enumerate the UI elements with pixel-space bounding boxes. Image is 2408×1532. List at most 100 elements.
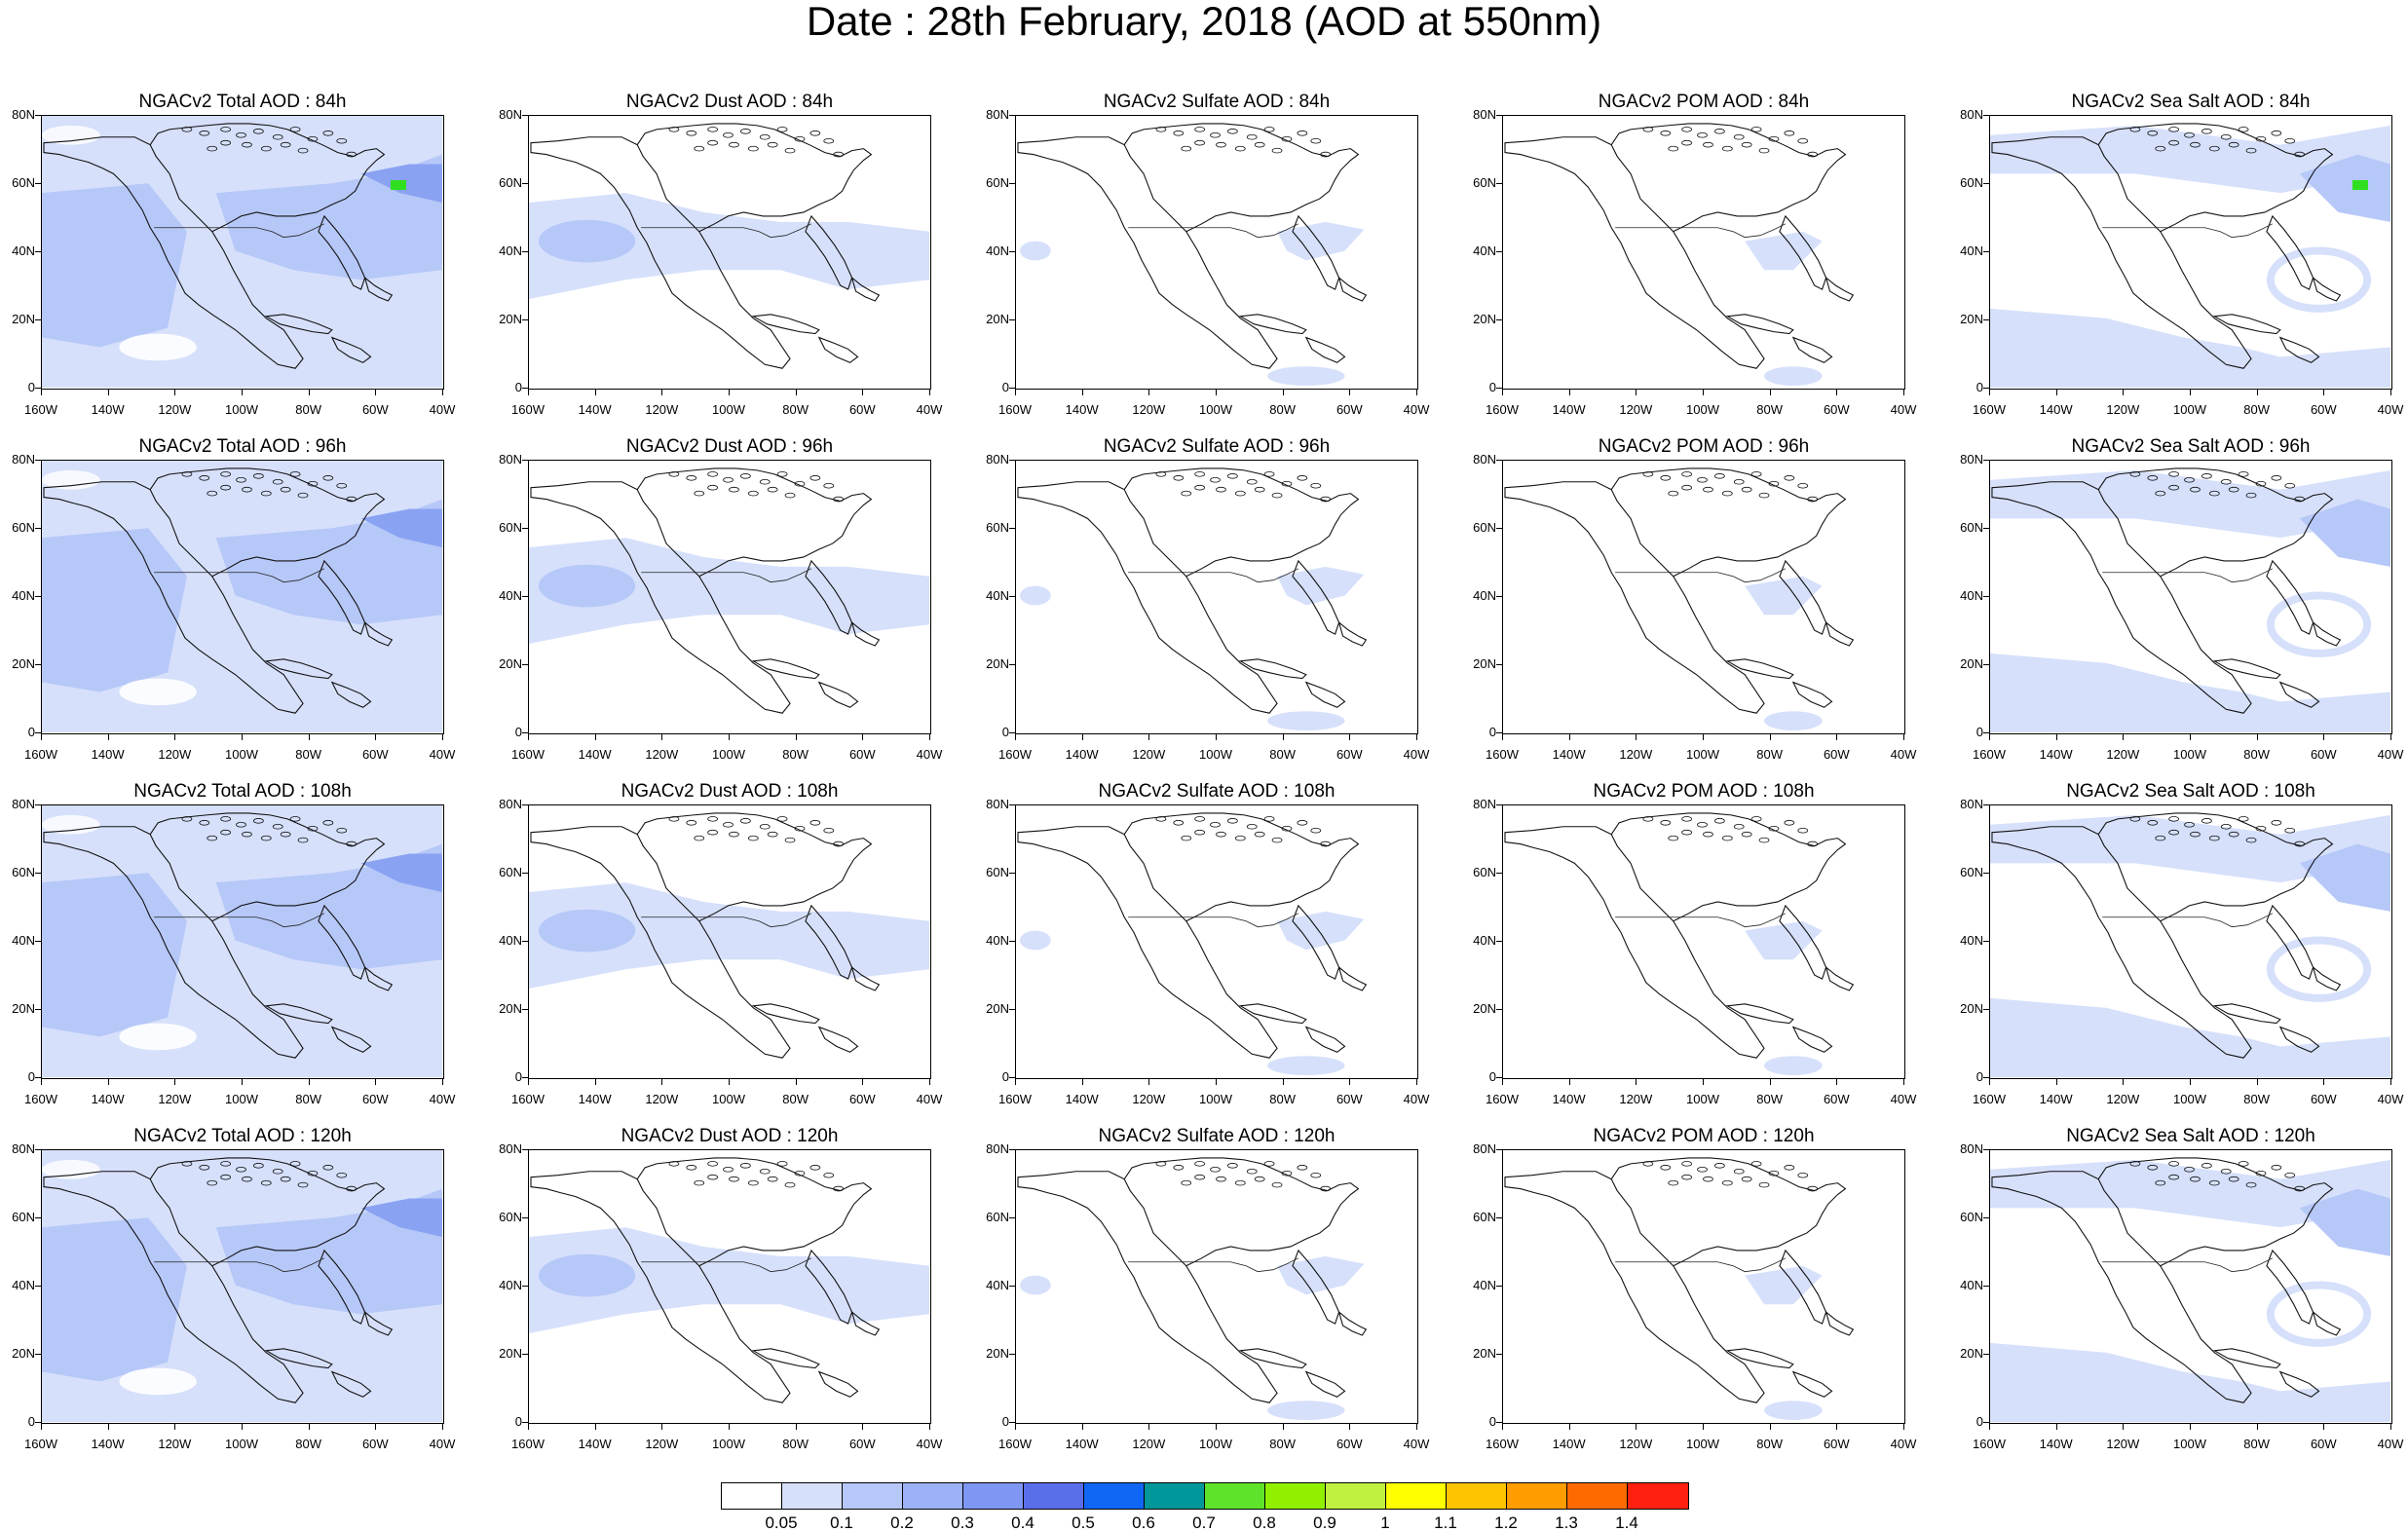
lon-tick-mark xyxy=(594,1424,596,1430)
lat-tick-label: 20N xyxy=(1960,1001,1983,1016)
lat-tick-label: 40N xyxy=(12,1278,35,1292)
lon-tick-label: 140W xyxy=(1065,747,1099,762)
lat-tick-label: 80N xyxy=(12,107,35,122)
colorbar-swatch xyxy=(1326,1483,1386,1509)
aod-field-map xyxy=(1990,123,2390,388)
lat-tick-label: 40N xyxy=(1473,933,1496,948)
lat-tick-label: 20N xyxy=(499,1001,522,1016)
lon-tick-mark xyxy=(1836,1079,1838,1085)
lat-tick-mark xyxy=(1496,1286,1502,1287)
lon-tick-label: 60W xyxy=(361,1437,389,1451)
panel-title: NGACv2 Sea Salt AOD : 108h xyxy=(2066,781,2315,802)
lat-tick-label: 0 xyxy=(514,1414,522,1429)
lon-tick-label: 140W xyxy=(1552,1437,1586,1451)
lon-tick-mark xyxy=(661,1424,663,1430)
lat-tick-mark xyxy=(1983,1149,1989,1150)
colorbar-swatch xyxy=(963,1483,1024,1509)
lon-tick-mark xyxy=(1081,734,1083,740)
colorbar-swatch xyxy=(843,1483,903,1509)
lon-tick-label: 140W xyxy=(91,747,125,762)
lon-tick-label: 60W xyxy=(1336,1437,1363,1451)
lon-tick-label: 40W xyxy=(916,747,943,762)
lon-tick-label: 160W xyxy=(1486,1437,1519,1451)
lon-tick-label: 160W xyxy=(998,747,1032,762)
lon-tick-mark xyxy=(1502,734,1503,740)
lat-tick-label: 60N xyxy=(1473,1210,1496,1224)
lon-tick-label: 60W xyxy=(848,747,876,762)
lat-tick-label: 80N xyxy=(499,452,522,467)
lat-tick-label: 60N xyxy=(499,1210,522,1224)
lon-tick-label: 80W xyxy=(782,1437,809,1451)
lat-tick-label: 0 xyxy=(27,380,35,394)
map-panel-seasalt xyxy=(1989,115,2392,390)
lon-tick-mark xyxy=(1081,1424,1083,1430)
lon-tick-mark xyxy=(2390,1424,2391,1430)
lat-tick-mark xyxy=(35,732,41,733)
colorbar-label: 0.7 xyxy=(1192,1513,1216,1532)
lon-tick-mark xyxy=(594,734,596,740)
lon-tick-label: 40W xyxy=(429,402,456,417)
lat-tick-label: 0 xyxy=(1488,1069,1496,1084)
aod-field-map xyxy=(1990,1157,2390,1422)
lat-tick-label: 80N xyxy=(986,797,1009,811)
lon-tick-label: 100W xyxy=(1686,402,1719,417)
lon-tick-label: 40W xyxy=(1890,402,1917,417)
lon-tick-label: 120W xyxy=(1619,1437,1653,1451)
map-panel-total xyxy=(41,1149,444,1424)
colorbar-swatch xyxy=(1205,1483,1265,1509)
lon-tick-mark xyxy=(795,1079,797,1085)
lat-tick-mark xyxy=(1009,1217,1015,1218)
lon-tick-label: 160W xyxy=(24,1092,57,1106)
lon-tick-label: 40W xyxy=(2377,1092,2404,1106)
lon-tick-label: 100W xyxy=(712,747,745,762)
lon-tick-mark xyxy=(1081,1079,1083,1085)
lon-tick-label: 100W xyxy=(2173,1092,2206,1106)
lon-tick-label: 120W xyxy=(2106,1437,2140,1451)
colorbar-label: 1.4 xyxy=(1615,1513,1638,1532)
lat-tick-label: 0 xyxy=(1488,380,1496,394)
lon-tick-label: 60W xyxy=(361,402,389,417)
lat-tick-label: 80N xyxy=(986,452,1009,467)
lat-tick-label: 80N xyxy=(12,1141,35,1156)
lon-tick-mark xyxy=(1148,734,1150,740)
lat-tick-label: 80N xyxy=(1960,797,1983,811)
lat-tick-mark xyxy=(1983,388,1989,389)
lat-tick-mark xyxy=(1009,1422,1015,1423)
lat-tick-mark xyxy=(522,460,528,461)
lon-tick-label: 60W xyxy=(1823,747,1850,762)
lat-tick-mark xyxy=(522,388,528,389)
map-panel-seasalt xyxy=(1989,460,2392,734)
lat-tick-mark xyxy=(1983,183,1989,184)
lat-tick-label: 20N xyxy=(1960,312,1983,326)
lat-tick-label: 60N xyxy=(1473,520,1496,535)
lat-tick-mark xyxy=(1983,1286,1989,1287)
lat-tick-label: 40N xyxy=(1960,933,1983,948)
lon-tick-mark xyxy=(308,734,310,740)
lat-tick-mark xyxy=(35,804,41,805)
lon-tick-mark xyxy=(41,1079,42,1085)
lon-tick-label: 160W xyxy=(511,402,545,417)
colorbar-swatch xyxy=(722,1483,782,1509)
aod-field-map xyxy=(1017,123,1368,387)
lon-tick-label: 120W xyxy=(158,402,192,417)
lat-tick-label: 0 xyxy=(514,1069,522,1084)
lon-tick-mark xyxy=(528,390,529,395)
lon-tick-label: 160W xyxy=(511,747,545,762)
lat-tick-mark xyxy=(1983,251,1989,252)
lon-tick-label: 80W xyxy=(1756,747,1784,762)
lon-tick-mark xyxy=(242,734,243,740)
lat-tick-mark xyxy=(1009,732,1015,733)
lon-tick-mark xyxy=(2123,1424,2125,1430)
lon-tick-label: 120W xyxy=(645,747,679,762)
lat-tick-mark xyxy=(1496,1077,1502,1078)
lat-tick-mark xyxy=(35,1009,41,1010)
lon-tick-mark xyxy=(308,1079,310,1085)
lon-tick-label: 40W xyxy=(916,1092,943,1106)
lon-tick-label: 100W xyxy=(712,1437,745,1451)
colorbar-label: 1 xyxy=(1380,1513,1390,1532)
aod-field-map xyxy=(1504,123,1855,387)
lat-tick-mark xyxy=(1983,1077,1989,1078)
panel-title: NGACv2 Total AOD : 84h xyxy=(138,92,347,112)
lon-tick-mark xyxy=(375,1424,377,1430)
lon-tick-label: 80W xyxy=(782,402,809,417)
